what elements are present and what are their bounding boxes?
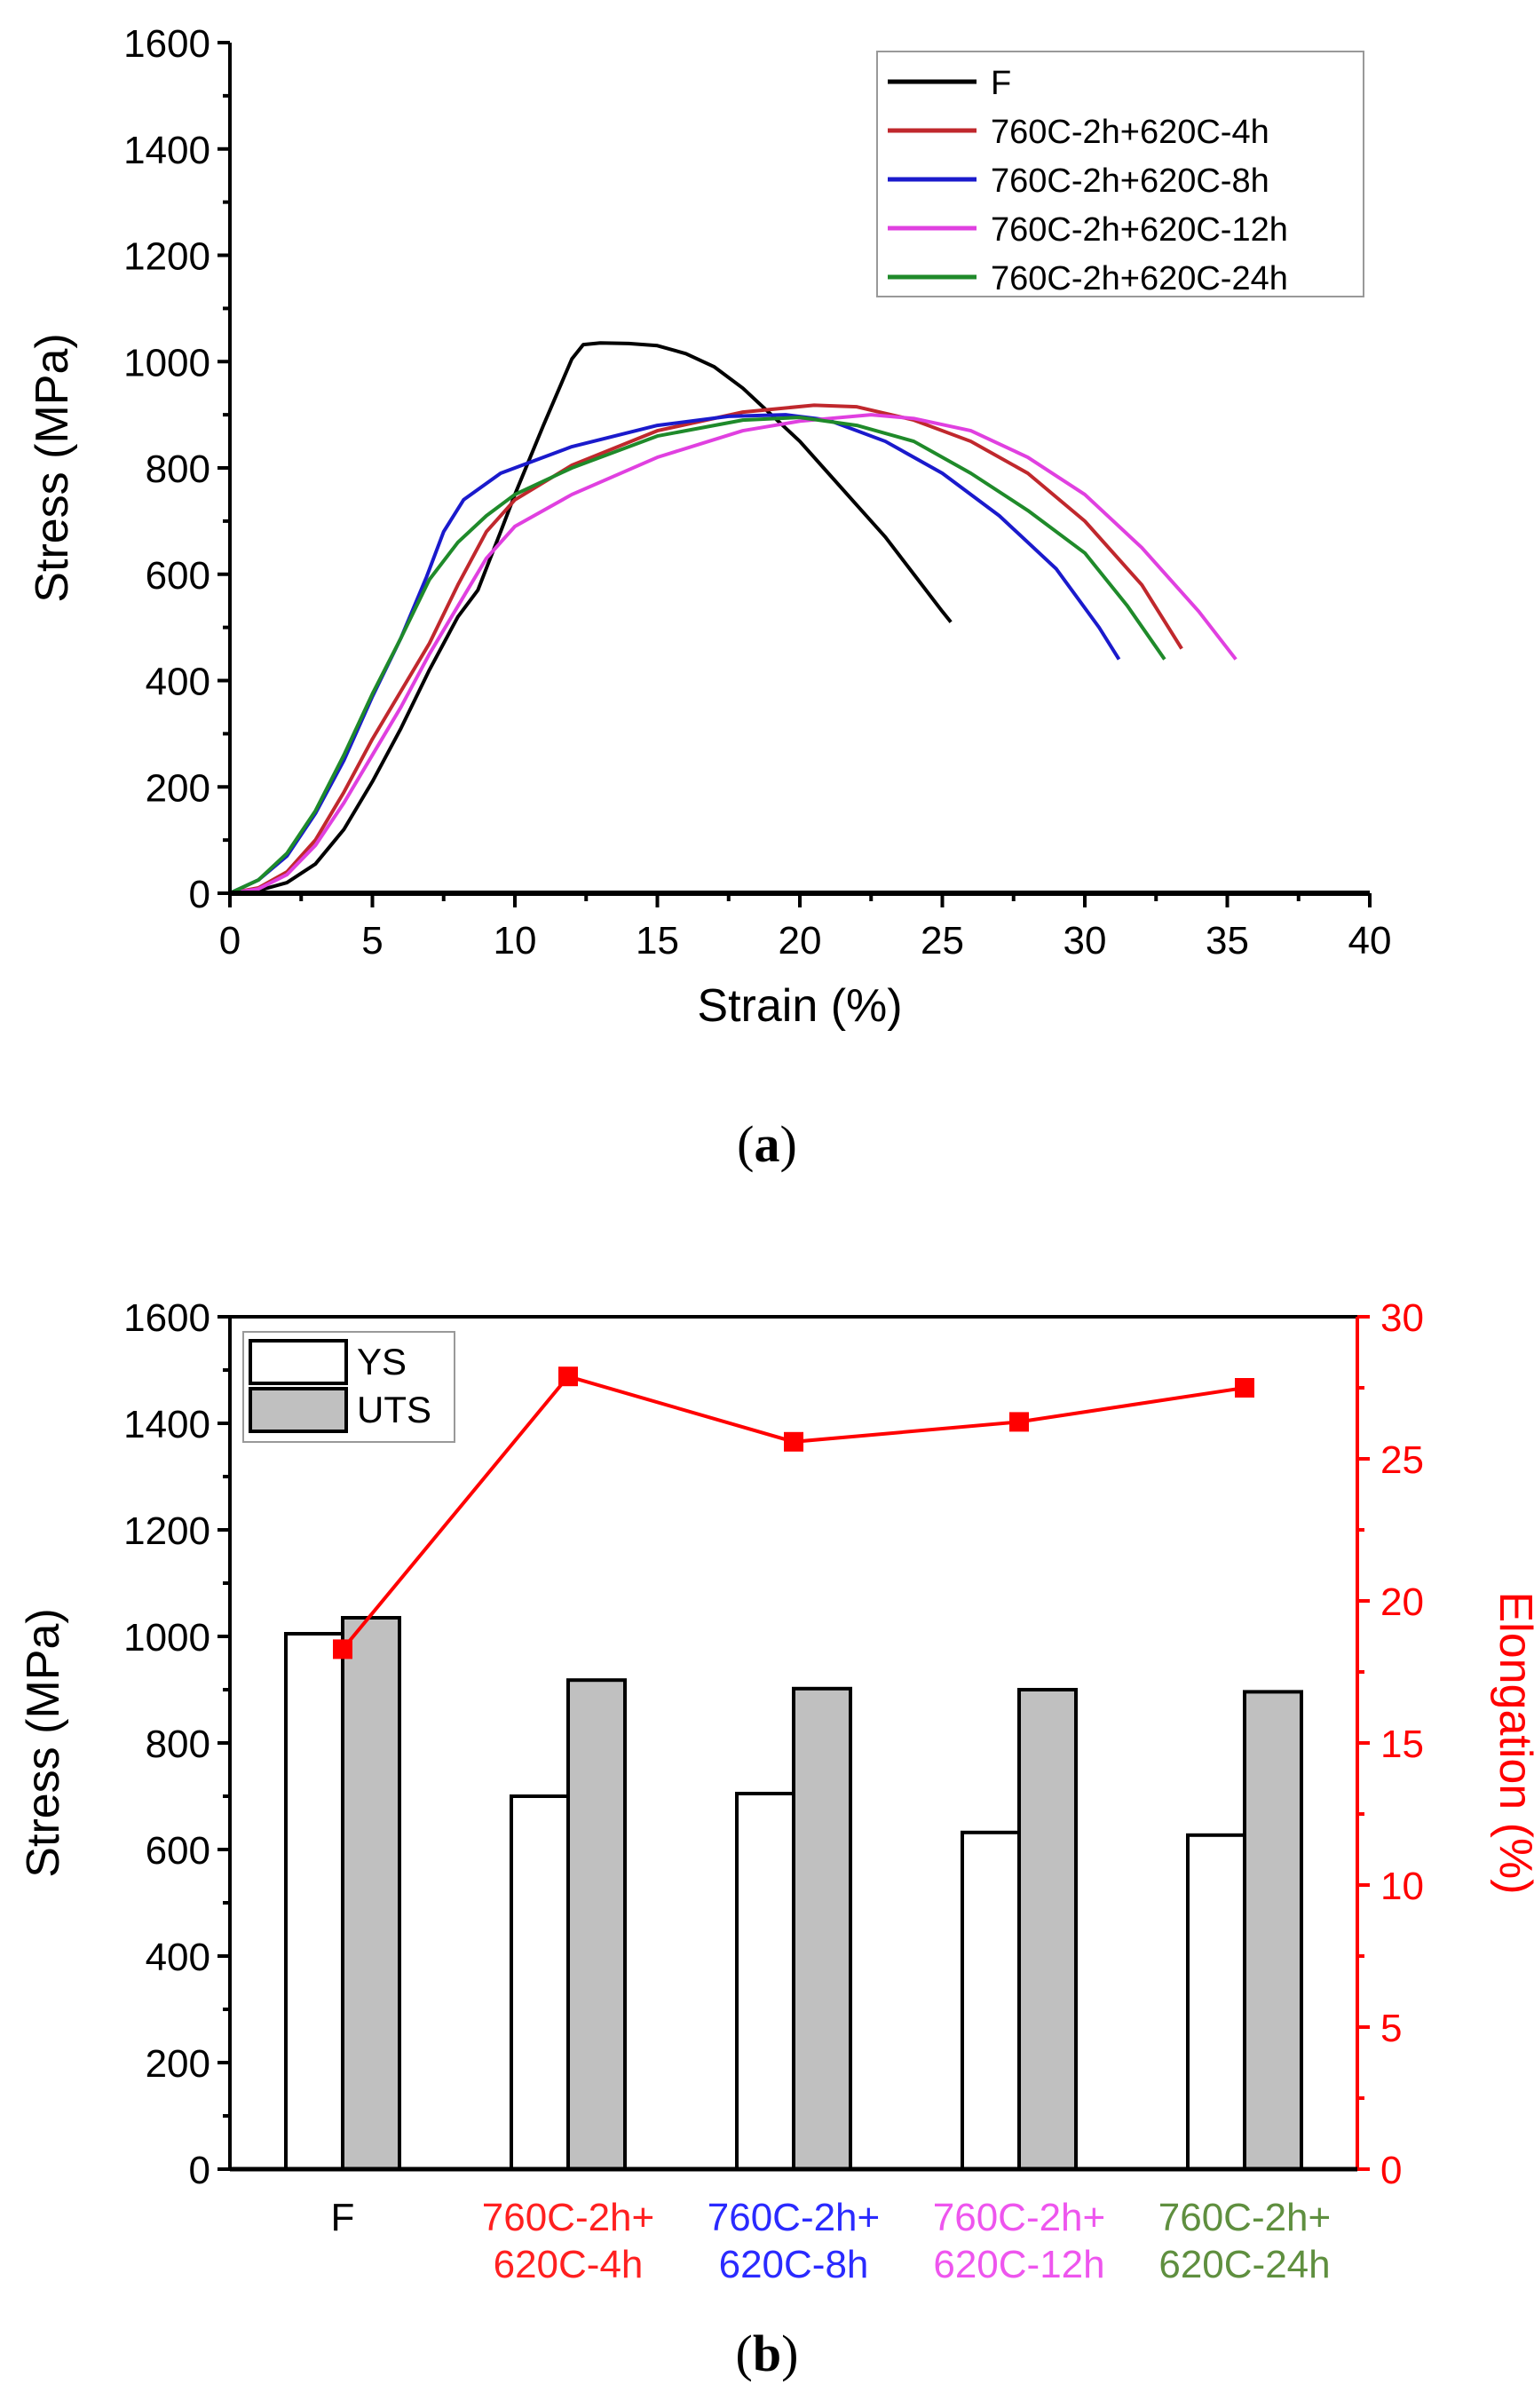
x-tick-label: 20 — [779, 919, 822, 962]
legend-label: 760C-2h+620C-24h — [991, 260, 1288, 297]
x-tick-label: 5 — [361, 919, 383, 962]
series-line-3 — [229, 413, 1237, 895]
bar-ys — [961, 1830, 1021, 2172]
y-tick-label: 1000 — [123, 1616, 210, 1659]
elongation-line — [341, 1374, 1245, 1651]
elongation-marker — [1235, 1378, 1254, 1398]
elongation-marker — [333, 1639, 352, 1659]
y2-tick-label: 20 — [1380, 1580, 1424, 1624]
category-label: 760C-2h+ — [933, 2196, 1105, 2239]
y-axis-title: Stress (MPa) — [18, 1608, 69, 1877]
x-tick-label: 35 — [1206, 919, 1249, 962]
elongation-marker — [558, 1366, 578, 1387]
caption-a: (a) — [737, 1115, 797, 1173]
y-tick-label: 600 — [146, 1829, 210, 1873]
caption-paren: ( — [736, 2325, 753, 2382]
category-label: F — [331, 2196, 355, 2239]
y-tick-label: 1600 — [123, 1296, 210, 1340]
caption-paren: ) — [780, 1115, 797, 1173]
x-axis-title: Strain (%) — [697, 980, 902, 1032]
y2-tick-label: 15 — [1380, 1723, 1424, 1766]
y-tick-label: 1600 — [123, 22, 210, 66]
caption-letter: b — [753, 2325, 781, 2382]
x-tick-label: 25 — [921, 919, 964, 962]
y2-tick-label: 30 — [1380, 1296, 1424, 1340]
bar-uts — [792, 1686, 852, 2172]
chart-a: 0 200 400 600 800 1000 1200 1400 1600 0 5 10 15 20 25 3… — [27, 22, 1391, 1032]
caption-paren: ) — [781, 2325, 798, 2382]
legend-a: F 760C-2h+620C-4h 760C-2h+620C-8h 760C-2h+6… — [876, 51, 1364, 297]
series-line-2 — [229, 413, 1121, 895]
elongation-marker — [1009, 1412, 1029, 1432]
bar-uts — [1243, 1690, 1303, 2171]
y-tick-label: 800 — [146, 1723, 210, 1766]
category-label: 760C-2h+ — [1158, 2196, 1331, 2239]
y-tick-label: 0 — [189, 873, 210, 916]
legend-box — [876, 51, 1364, 297]
legend-label: F — [991, 65, 1011, 102]
y-tick-label: 1200 — [123, 235, 210, 279]
legend-swatch — [249, 1387, 348, 1433]
category-label: 620C-24h — [1158, 2243, 1330, 2286]
x-tick-label: 15 — [636, 919, 679, 962]
category-label: 620C-12h — [933, 2243, 1104, 2286]
x-tick-label: 10 — [494, 919, 537, 962]
caption-paren: ( — [737, 1115, 754, 1173]
y-tick-label: 400 — [146, 1936, 210, 1979]
legend-swatch — [249, 1339, 348, 1385]
x-tick-label: 40 — [1348, 919, 1392, 962]
y-tick-label: 0 — [189, 2149, 210, 2192]
y2-tick-label: 10 — [1380, 1865, 1424, 1908]
legend-label: 760C-2h+620C-8h — [991, 162, 1269, 200]
legend-b: YS UTS — [242, 1331, 455, 1443]
x-tick-label: 30 — [1064, 919, 1107, 962]
caption-b: (b) — [736, 2325, 799, 2382]
legend-label: 760C-2h+620C-12h — [991, 211, 1288, 249]
y-tick-label: 800 — [146, 448, 210, 491]
category-label: 760C-2h+ — [708, 2196, 880, 2239]
category-label: 760C-2h+ — [482, 2196, 654, 2239]
bar-ys — [735, 1792, 795, 2171]
elongation-marker — [784, 1431, 803, 1452]
category-label: 620C-4h — [494, 2243, 644, 2286]
y-tick-label: 1200 — [123, 1509, 210, 1553]
x-tick-label: 0 — [219, 919, 241, 962]
legend-label: 760C-2h+620C-4h — [991, 114, 1269, 151]
y2-tick-label: 25 — [1380, 1438, 1424, 1482]
y-tick-label: 1000 — [123, 341, 210, 384]
chart-b: 0 200 400 600 800 1000 1200 1400 1600 0 5 10 15 20 25 3… — [18, 1296, 1534, 2286]
series-line-1 — [229, 403, 1183, 895]
bar-ys — [510, 1794, 570, 2171]
y-tick-label: 1400 — [123, 129, 210, 172]
bar-ys — [1186, 1833, 1246, 2172]
caption-letter: a — [755, 1115, 780, 1173]
y-tick-label: 600 — [146, 554, 210, 598]
y2-axis-title: Elongation (%) — [1490, 1591, 1534, 1894]
series-line-0 — [229, 341, 953, 895]
bar-uts — [341, 1616, 401, 2171]
y-tick-label: 200 — [146, 2042, 210, 2086]
legend-label: YS — [357, 1341, 407, 1382]
y-tick-label: 200 — [146, 766, 210, 810]
y2-tick-label: 0 — [1380, 2149, 1402, 2192]
bar-uts — [566, 1678, 627, 2171]
category-label: 620C-8h — [719, 2243, 869, 2286]
bar-ys — [284, 1632, 344, 2171]
y-tick-label: 1400 — [123, 1403, 210, 1446]
y-tick-label: 400 — [146, 661, 210, 704]
series-line-4 — [229, 416, 1166, 895]
bar-uts — [1017, 1688, 1078, 2171]
legend-label: UTS — [357, 1389, 431, 1430]
y2-tick-label: 5 — [1380, 2007, 1402, 2050]
y-axis-title: Stress (MPa) — [27, 333, 78, 602]
